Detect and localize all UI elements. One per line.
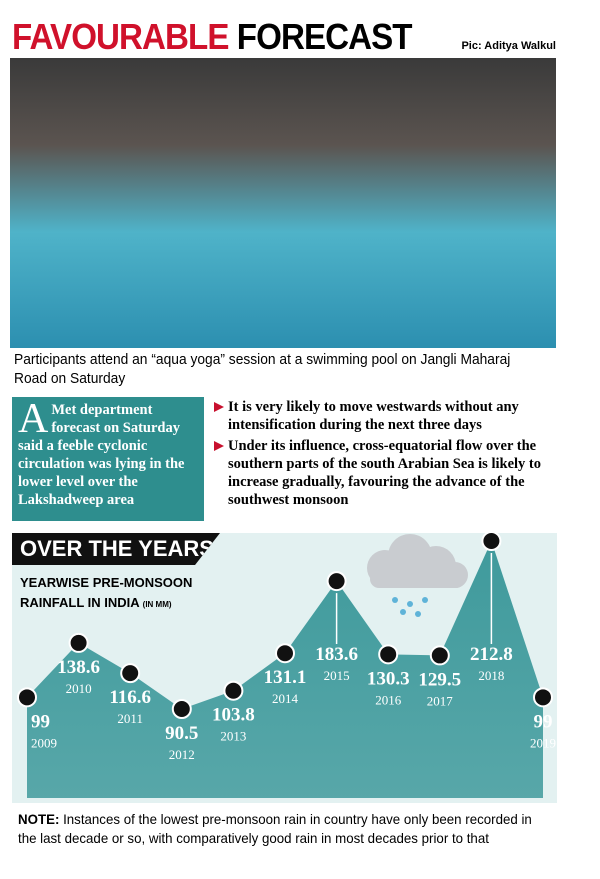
cloud-icon bbox=[367, 534, 468, 617]
point bbox=[223, 680, 244, 701]
note-text: Instances of the lowest pre-monsoon rain… bbox=[18, 811, 532, 846]
unit: (IN MM) bbox=[142, 600, 172, 609]
value-label: 183.6 bbox=[315, 644, 358, 665]
point bbox=[120, 663, 141, 684]
year-label: 2016 bbox=[375, 692, 402, 707]
photo-credit: Pic: Aditya Walkul bbox=[461, 40, 556, 52]
point bbox=[533, 687, 553, 708]
value-label: 99 bbox=[31, 711, 50, 732]
year-label: 2015 bbox=[324, 668, 350, 683]
year-label: 2012 bbox=[169, 747, 195, 762]
base bbox=[12, 798, 557, 803]
area bbox=[27, 541, 543, 798]
value-label: 129.5 bbox=[418, 669, 461, 690]
point bbox=[68, 632, 89, 653]
point bbox=[378, 644, 399, 665]
year-label: 2017 bbox=[427, 693, 454, 708]
bullet: Under its influence, cross-equatorial fl… bbox=[212, 437, 557, 509]
headline: FAVOURABLE FORECAST bbox=[12, 16, 413, 58]
point bbox=[275, 643, 295, 664]
value-label: 131.1 bbox=[264, 667, 307, 688]
photo-caption: Participants attend an “aqua yoga” sessi… bbox=[14, 351, 511, 387]
year-label: 2018 bbox=[478, 668, 504, 683]
value-label: 90.5 bbox=[165, 723, 198, 744]
headline-black: FORECAST bbox=[236, 16, 413, 57]
point bbox=[17, 687, 37, 708]
bullet: It is very likely to move westwards with… bbox=[212, 398, 557, 434]
value-label: 116.6 bbox=[109, 687, 151, 708]
value-label: 103.8 bbox=[212, 705, 255, 726]
photo bbox=[10, 58, 556, 348]
note: NOTE: Instances of the lowest pre-monsoo… bbox=[18, 810, 550, 848]
value-label: 212.8 bbox=[470, 644, 513, 665]
year-label: 2011 bbox=[117, 711, 143, 726]
subtitle-text: YEARWISE PRE-MONSOON RAINFALL IN INDIA bbox=[20, 575, 193, 610]
year-label: 2019 bbox=[530, 735, 556, 750]
value-label: 99 bbox=[534, 711, 553, 732]
info-lead: A Met department forecast on Saturday sa… bbox=[12, 396, 204, 521]
value-label: 130.3 bbox=[367, 668, 410, 689]
year-label: 2009 bbox=[31, 735, 57, 750]
bullet-list: It is very likely to move westwards with… bbox=[212, 398, 557, 512]
year-label: 2013 bbox=[220, 729, 246, 744]
note-label: NOTE: bbox=[18, 811, 60, 827]
chart-subtitle: YEARWISE PRE-MONSOON RAINFALL IN INDIA (I… bbox=[20, 573, 220, 615]
year-label: 2010 bbox=[66, 681, 92, 696]
point bbox=[481, 531, 502, 551]
point bbox=[171, 699, 192, 719]
chart-title: OVER THE YEARS bbox=[12, 533, 220, 565]
point bbox=[429, 645, 450, 666]
point bbox=[326, 571, 347, 592]
value-label: 138.6 bbox=[57, 657, 100, 678]
year-label: 2014 bbox=[272, 691, 299, 706]
headline-red: FAVOURABLE bbox=[12, 16, 229, 57]
